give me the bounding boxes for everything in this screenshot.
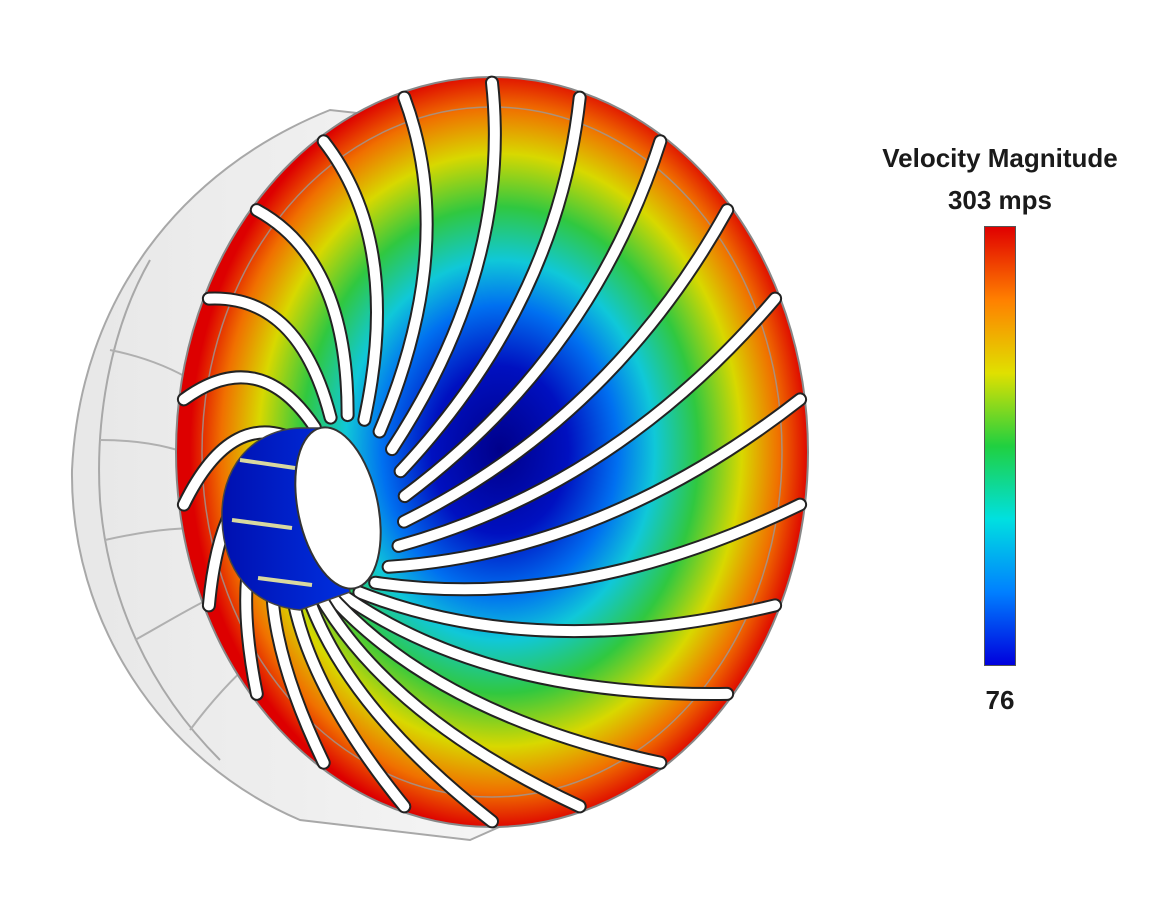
blade: [387, 77, 500, 455]
velocity-colorbar: [984, 226, 1016, 666]
blade: [320, 585, 666, 768]
blade: [178, 372, 320, 433]
blade: [393, 293, 781, 551]
blade-group: [176, 75, 808, 829]
blade: [203, 293, 336, 423]
blade: [251, 205, 353, 421]
hub-bore: [294, 426, 382, 590]
blade: [383, 394, 806, 572]
blade: [370, 499, 806, 595]
blade: [395, 92, 585, 477]
inlet-eye: [221, 426, 382, 611]
legend-title: Velocity Magnitude: [882, 143, 1118, 173]
blade: [337, 589, 733, 699]
blade: [399, 136, 666, 502]
blade: [399, 205, 733, 527]
blade: [374, 92, 432, 437]
blade: [354, 587, 781, 637]
blade: [318, 136, 382, 425]
legend-max-label: 303 mps: [947, 185, 1053, 215]
blade: [305, 573, 585, 812]
legend-min-label: 76: [985, 685, 1015, 715]
